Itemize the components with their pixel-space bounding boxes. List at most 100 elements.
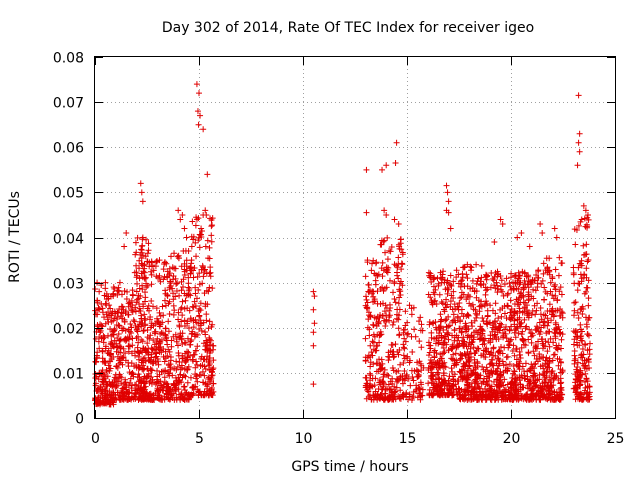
data-point	[138, 189, 145, 196]
data-point	[179, 341, 186, 348]
data-point	[151, 328, 158, 335]
data-point	[397, 361, 404, 368]
data-point	[395, 275, 402, 282]
data-point	[164, 381, 171, 388]
data-point	[99, 309, 106, 316]
data-point	[385, 381, 392, 388]
data-point	[537, 220, 544, 227]
data-point	[168, 253, 175, 260]
data-point	[382, 302, 389, 309]
data-point	[391, 353, 398, 360]
data-point	[208, 366, 215, 373]
data-point	[378, 356, 385, 363]
data-point	[122, 350, 129, 357]
data-point	[162, 287, 169, 294]
data-point	[406, 302, 413, 309]
data-point	[501, 310, 508, 317]
data-point	[538, 280, 545, 287]
data-point	[390, 396, 397, 403]
data-point	[177, 330, 184, 337]
data-point	[196, 312, 203, 319]
data-point	[189, 392, 196, 399]
data-point	[153, 350, 160, 357]
data-point	[526, 326, 533, 333]
data-point	[378, 265, 385, 272]
data-point	[135, 385, 142, 392]
data-point	[504, 291, 511, 298]
data-point	[394, 272, 401, 279]
data-point	[155, 386, 162, 393]
data-point	[377, 362, 384, 369]
data-point	[99, 378, 106, 385]
data-point	[388, 243, 395, 250]
data-point	[94, 297, 101, 304]
data-point	[119, 385, 126, 392]
data-point	[551, 225, 558, 232]
data-point	[137, 347, 144, 354]
data-point	[170, 276, 177, 283]
data-point	[99, 348, 106, 355]
data-point	[130, 292, 137, 299]
data-point	[572, 241, 579, 248]
data-point	[125, 348, 132, 355]
data-point	[198, 228, 205, 235]
data-point	[123, 229, 130, 236]
data-point	[370, 321, 377, 328]
data-point	[94, 321, 101, 328]
data-point	[374, 390, 381, 397]
data-point	[168, 337, 175, 344]
data-point	[150, 337, 157, 344]
data-point	[207, 376, 214, 383]
data-point	[172, 275, 179, 282]
data-point	[399, 251, 406, 258]
data-point	[366, 384, 373, 391]
data-point	[478, 262, 485, 269]
data-point	[473, 314, 480, 321]
data-point	[121, 316, 128, 323]
data-point	[119, 354, 126, 361]
data-point	[139, 262, 146, 269]
data-point	[179, 364, 186, 371]
data-point	[399, 282, 406, 289]
data-point	[169, 372, 176, 379]
data-point	[380, 395, 387, 402]
data-point	[178, 318, 185, 325]
data-point	[362, 357, 369, 364]
data-point	[377, 392, 384, 399]
data-point	[134, 344, 141, 351]
data-point	[416, 390, 423, 397]
data-point	[484, 312, 491, 319]
y-tick-label: 0.07	[53, 96, 84, 112]
data-point	[507, 297, 514, 304]
data-point	[176, 359, 183, 366]
data-point	[134, 234, 141, 241]
data-point	[173, 394, 180, 401]
data-point	[382, 386, 389, 393]
data-point	[110, 382, 117, 389]
data-point	[170, 290, 177, 297]
data-point	[380, 373, 387, 380]
data-point	[201, 363, 208, 370]
data-point	[125, 343, 132, 350]
y-axis-label: ROTI / TECUs	[7, 191, 23, 283]
data-point	[178, 287, 185, 294]
data-point	[188, 336, 195, 343]
data-point	[400, 360, 407, 367]
data-point	[185, 280, 192, 287]
data-point	[189, 303, 196, 310]
data-point	[172, 384, 179, 391]
data-point	[153, 379, 160, 386]
data-point	[364, 299, 371, 306]
x-tick-label: 25	[607, 431, 625, 447]
data-point	[382, 322, 389, 329]
data-point	[175, 309, 182, 316]
data-point	[151, 347, 158, 354]
data-point	[368, 349, 375, 356]
data-point	[391, 216, 398, 223]
data-point	[163, 384, 170, 391]
data-point	[171, 381, 178, 388]
data-point	[136, 257, 143, 264]
data-point	[187, 352, 194, 359]
data-point	[528, 333, 535, 340]
data-point	[92, 307, 99, 314]
